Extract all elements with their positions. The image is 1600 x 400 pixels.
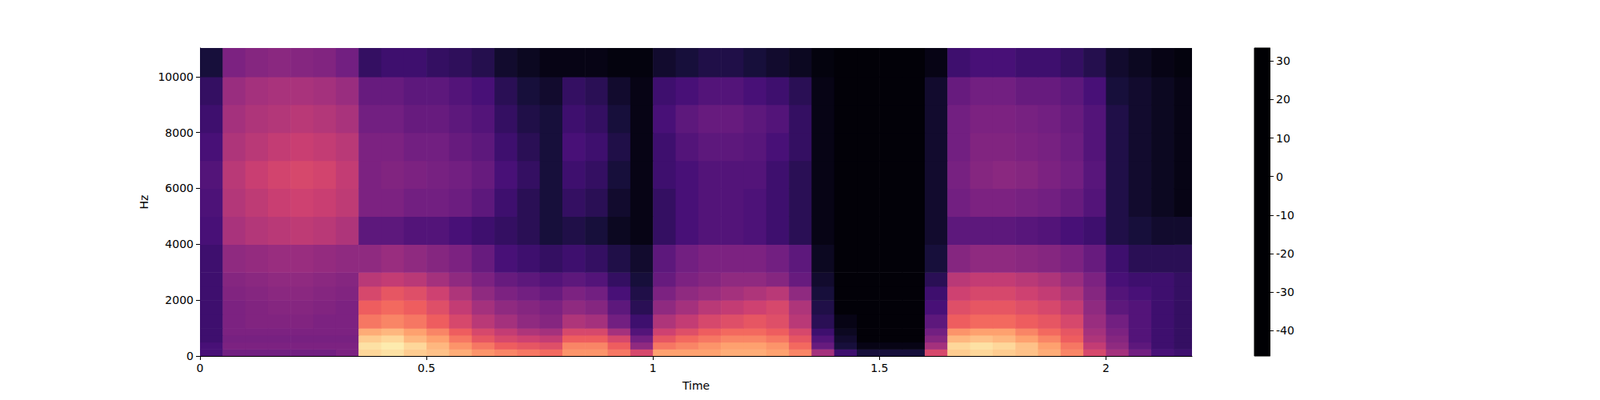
svg-text:0: 0 (196, 361, 204, 375)
svg-text:6000: 6000 (164, 181, 194, 195)
svg-text:8000: 8000 (164, 126, 194, 140)
svg-text:Hz: Hz (137, 195, 151, 210)
svg-text:0: 0 (1276, 170, 1284, 184)
svg-text:Time: Time (681, 379, 710, 392)
svg-text:20: 20 (1276, 92, 1291, 106)
svg-text:-40: -40 (1276, 324, 1295, 337)
svg-text:4000: 4000 (164, 237, 194, 251)
svg-text:10000: 10000 (157, 70, 194, 84)
svg-text:0.5: 0.5 (417, 361, 436, 375)
svg-text:-20: -20 (1276, 247, 1295, 260)
svg-text:2: 2 (1102, 361, 1110, 375)
svg-text:30: 30 (1276, 54, 1291, 68)
svg-text:-10: -10 (1276, 208, 1295, 222)
svg-text:2000: 2000 (164, 293, 194, 307)
svg-text:10: 10 (1276, 132, 1291, 145)
svg-text:1.5: 1.5 (870, 361, 888, 375)
svg-text:1: 1 (649, 361, 657, 375)
svg-text:0: 0 (186, 349, 194, 363)
svg-text:-30: -30 (1276, 285, 1295, 299)
